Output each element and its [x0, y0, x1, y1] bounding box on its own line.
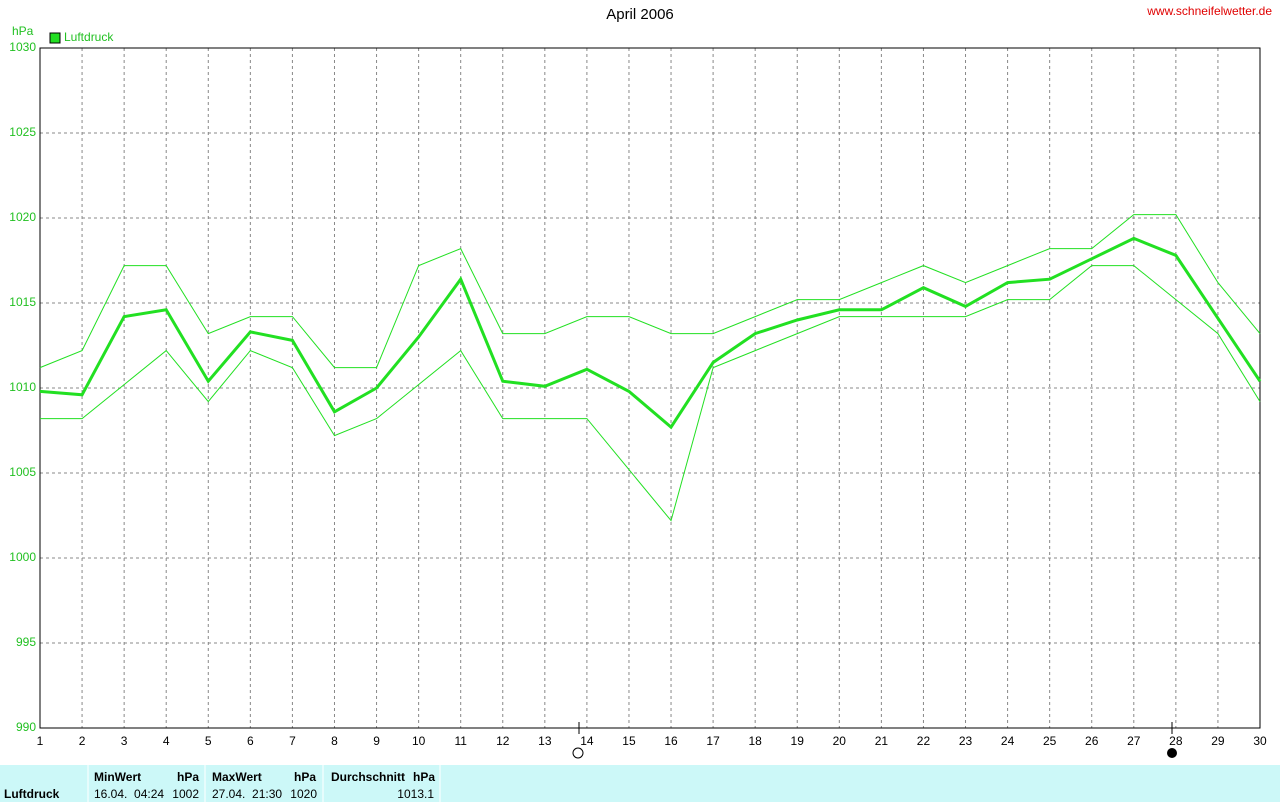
y-tick-label: 1025	[9, 125, 36, 139]
x-tick-label: 19	[791, 734, 805, 748]
summary-value: 1002	[172, 787, 199, 801]
x-tick-label: 7	[289, 734, 296, 748]
summary-unit: hPa	[413, 770, 435, 784]
x-tick-label: 27	[1127, 734, 1141, 748]
x-tick-label: 13	[538, 734, 552, 748]
x-tick-label: 10	[412, 734, 426, 748]
legend-swatch	[49, 32, 61, 44]
summary-when: 27.04. 21:30	[212, 787, 282, 801]
y-tick-label: 990	[16, 720, 36, 734]
summary-label: Luftdruck	[4, 787, 60, 801]
series-line	[40, 265, 1261, 522]
x-tick-label: 11	[454, 734, 467, 748]
series-line	[39, 214, 1261, 369]
summary-value: 1013.1	[397, 787, 434, 801]
x-tick-label: 22	[917, 734, 931, 748]
chart-title: April 2006	[606, 6, 674, 23]
summary-unit: hPa	[177, 770, 199, 784]
x-tick-label: 17	[706, 734, 720, 748]
x-tick-label: 15	[622, 734, 636, 748]
x-tick-label: 12	[496, 734, 510, 748]
x-tick-label: 21	[875, 734, 889, 748]
x-tick-label: 20	[833, 734, 847, 748]
summary-header: MinWert	[94, 770, 141, 784]
x-tick-label: 18	[748, 734, 762, 748]
x-tick-label: 3	[121, 734, 128, 748]
y-tick-label: 1030	[9, 40, 36, 54]
x-tick-label: 23	[959, 734, 973, 748]
summary-background	[0, 765, 1280, 802]
y-tick-label: 1005	[9, 465, 36, 479]
summary-separators	[87, 765, 441, 802]
summary-when: 16.04. 04:24	[94, 787, 164, 801]
y-tick-label: 1015	[9, 295, 36, 309]
x-tick-label: 6	[247, 734, 254, 748]
summary-unit: hPa	[294, 770, 316, 784]
summary-value: 1020	[290, 787, 317, 801]
x-tick-label: 30	[1253, 734, 1267, 748]
plot-frame	[39, 47, 1261, 729]
y-unit: hPa	[12, 24, 34, 38]
x-tick-label: 2	[79, 734, 86, 748]
y-tick-label: 1000	[9, 550, 36, 564]
source: www.schneifelwetter.de	[1146, 4, 1272, 18]
summary-header: MaxWert	[212, 770, 262, 784]
summary-header: Durchschnitt	[331, 770, 405, 784]
x-tick-label: 4	[163, 734, 170, 748]
x-tick-label: 29	[1211, 734, 1225, 748]
x-tick-label: 1	[37, 734, 44, 748]
legend-label: Luftdruck	[64, 30, 114, 44]
x-tick-label: 9	[373, 734, 380, 748]
x-tick-label: 8	[331, 734, 338, 748]
x-tick-label: 5	[205, 734, 212, 748]
x-tick-label: 26	[1085, 734, 1099, 748]
series-line	[39, 236, 1262, 430]
x-tick-label: 28	[1169, 734, 1183, 748]
x-tick-label: 16	[664, 734, 678, 748]
x-tick-label: 25	[1043, 734, 1057, 748]
y-tick-label: 995	[16, 635, 36, 649]
y-tick-label: 1010	[9, 380, 36, 394]
y-tick-label: 1020	[9, 210, 36, 224]
x-tick-label: 24	[1001, 734, 1015, 748]
x-tick-label: 14	[580, 734, 594, 748]
